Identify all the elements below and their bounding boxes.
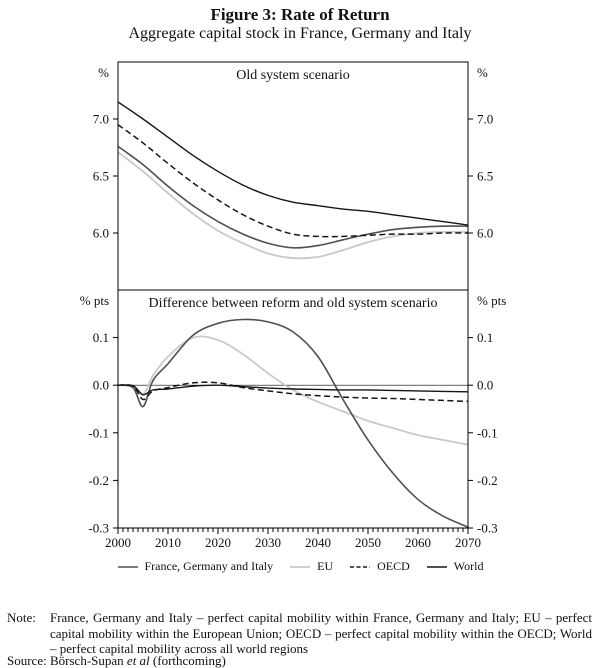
- x-tick-label: 2060: [405, 535, 431, 550]
- rate-of-return-chart: 7.0 7.0 6.5 6.5 6.0 6.0% % Old system scenario 0…: [80, 61, 506, 550]
- y-tick-label-left: 6.5: [93, 169, 109, 184]
- source-suffix: (forthcoming): [149, 653, 226, 668]
- series-eu-old: [118, 151, 468, 260]
- x-tick-label: 2000: [105, 535, 131, 550]
- legend-line-world: [426, 565, 447, 568]
- legend-label-world: World: [453, 559, 484, 573]
- legend-item-oecd: OECD: [349, 559, 410, 574]
- note-block: Note: France, Germany and Italy – perfec…: [0, 610, 600, 657]
- series-fgi-diff: [118, 318, 468, 528]
- y-tick-label-right: -0.2: [477, 473, 498, 488]
- legend-label-fgi: France, Germany and Italy: [144, 559, 274, 573]
- source-label: Source:: [7, 653, 47, 668]
- x-axis: 2000 2010 2020 2030 2040 2050 2060 2070: [105, 528, 481, 550]
- legend-line-fgi: [117, 565, 138, 568]
- panel-title-old: Old system scenario: [236, 68, 350, 83]
- legend-line-oecd: [350, 565, 371, 568]
- series-oecd-old: [118, 124, 468, 238]
- legend-line-eu: [290, 565, 311, 568]
- series-world-diff: [118, 384, 468, 396]
- y-tick-label-left: 6.0: [93, 226, 109, 241]
- x-tick-label: 2070: [455, 535, 481, 550]
- panel-border-diff: [117, 289, 469, 529]
- y-tick-label-right: 7.0: [477, 112, 493, 127]
- source-block: Source: Börsch-Supan et al (forthcoming): [0, 653, 600, 668]
- y-tick-label-left: 7.0: [93, 112, 109, 127]
- source-etal: et al: [126, 653, 150, 668]
- legend-label-oecd: OECD: [377, 559, 410, 573]
- note-label: Note:: [7, 610, 36, 625]
- legend-item-world: World: [426, 559, 484, 574]
- y-tick-label-left: 0.0: [93, 378, 109, 393]
- y-tick-label-right: -0.3: [477, 521, 498, 536]
- legend-item-eu: EU: [289, 559, 333, 574]
- figure-title: Figure 3: Rate of Return: [210, 5, 390, 24]
- series-oecd-diff: [118, 381, 468, 403]
- source-text: Börsch-Supan et al (forthcoming): [50, 653, 592, 668]
- series-eu-diff: [118, 335, 468, 446]
- y-axis-unit-right: % pts: [477, 293, 506, 308]
- y-tick-label-left: -0.3: [88, 521, 109, 536]
- source-author: Börsch-Supan: [50, 653, 127, 668]
- y-tick-label-right: 6.5: [477, 169, 493, 184]
- y-axis-unit-left: % pts: [80, 293, 109, 308]
- panel-old: 7.0 7.0 6.5 6.5 6.0 6.0% % Old system scenario: [93, 61, 493, 291]
- panel-title-diff: Difference between reform and old system…: [149, 296, 438, 311]
- y-axis-unit-right: %: [477, 65, 488, 80]
- legend-label-eu: EU: [317, 559, 334, 573]
- panel-border-old: [117, 61, 469, 291]
- x-tick-label: 2050: [355, 535, 381, 550]
- y-tick-label-left: -0.1: [88, 425, 109, 440]
- y-tick-label-left: -0.2: [88, 473, 109, 488]
- y-tick-label-right: 0.1: [477, 330, 493, 345]
- x-tick-label: 2010: [155, 535, 181, 550]
- note-text: France, Germany and Italy – perfect capi…: [50, 610, 592, 656]
- x-tick-label: 2040: [305, 535, 331, 550]
- y-axis-unit-left: %: [98, 65, 109, 80]
- chart-legend: France, Germany and Italy EU OECD World: [0, 559, 600, 574]
- figure-subtitle: Aggregate capital stock in France, Germa…: [128, 25, 472, 42]
- series-fgi-old: [118, 145, 468, 249]
- x-tick-label: 2030: [255, 535, 281, 550]
- y-tick-label-right: 6.0: [477, 226, 493, 241]
- y-tick-label-right: -0.1: [477, 425, 498, 440]
- y-tick-label-left: 0.1: [93, 330, 109, 345]
- legend-item-fgi: France, Germany and Italy: [117, 559, 274, 574]
- y-tick-label-right: 0.0: [477, 378, 493, 393]
- series-world-old: [118, 101, 468, 226]
- panel-diff: 0.1 0.1 0.0 0.0 -0.1 -0.1 -0.2 -0.2 -0.3 -0.3 % pt…: [80, 289, 506, 536]
- x-tick-label: 2020: [205, 535, 231, 550]
